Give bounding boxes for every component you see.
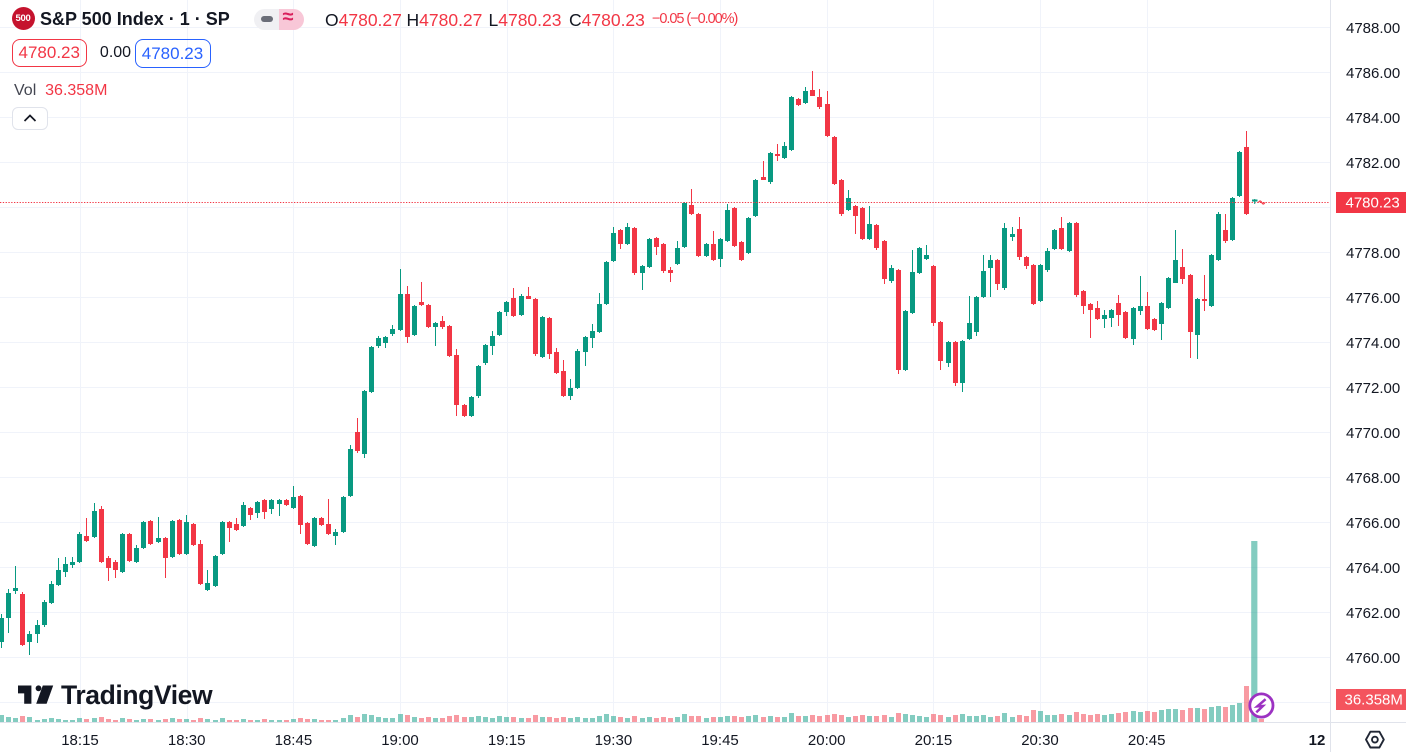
svg-text:4764.00: 4764.00 — [1346, 560, 1400, 577]
svg-text:4786.00: 4786.00 — [1346, 65, 1400, 82]
svg-text:4774.00: 4774.00 — [1346, 335, 1400, 352]
svg-text:19:00: 19:00 — [381, 732, 419, 749]
svg-text:20:00: 20:00 — [808, 732, 846, 749]
svg-text:19:15: 19:15 — [488, 732, 526, 749]
svg-text:20:45: 20:45 — [1128, 732, 1166, 749]
svg-text:19:30: 19:30 — [595, 732, 633, 749]
svg-text:4760.00: 4760.00 — [1346, 650, 1400, 667]
svg-text:12: 12 — [1309, 732, 1326, 749]
svg-text:20:15: 20:15 — [915, 732, 953, 749]
svg-text:36.358M: 36.358M — [1345, 692, 1403, 709]
svg-text:4768.00: 4768.00 — [1346, 470, 1400, 487]
svg-text:18:45: 18:45 — [275, 732, 313, 749]
svg-text:4778.00: 4778.00 — [1346, 245, 1400, 262]
svg-text:4788.00: 4788.00 — [1346, 20, 1400, 37]
svg-text:TradingView: TradingView — [61, 680, 213, 710]
svg-text:4762.00: 4762.00 — [1346, 605, 1400, 622]
svg-text:18:15: 18:15 — [61, 732, 99, 749]
svg-text:4766.00: 4766.00 — [1346, 515, 1400, 532]
svg-text:4784.00: 4784.00 — [1346, 110, 1400, 127]
svg-text:4782.00: 4782.00 — [1346, 155, 1400, 172]
svg-text:4772.00: 4772.00 — [1346, 380, 1400, 397]
svg-text:4770.00: 4770.00 — [1346, 425, 1400, 442]
svg-text:4776.00: 4776.00 — [1346, 290, 1400, 307]
svg-text:18:30: 18:30 — [168, 732, 206, 749]
svg-text:4780.23: 4780.23 — [1346, 195, 1400, 212]
svg-text:19:45: 19:45 — [701, 732, 739, 749]
svg-text:20:30: 20:30 — [1021, 732, 1059, 749]
